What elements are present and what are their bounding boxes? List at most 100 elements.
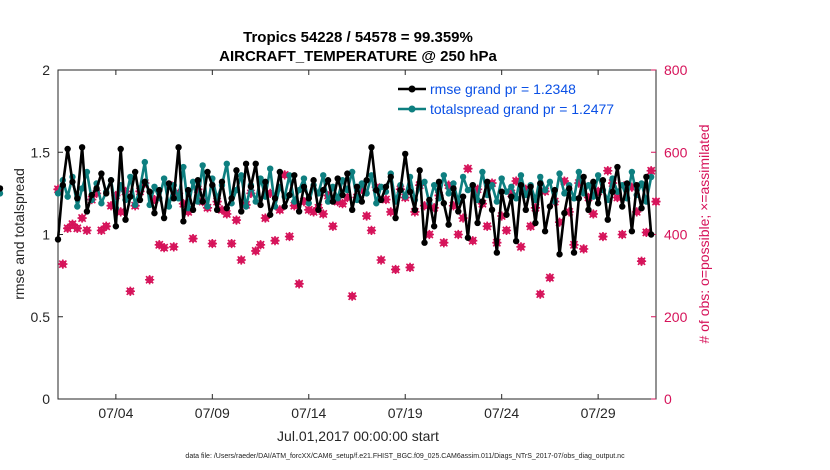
series-point-rmse (247, 183, 255, 190)
series-point-totalspread (561, 190, 568, 197)
obs-point (72, 223, 82, 233)
obs-assimilated-marker (328, 221, 338, 231)
obs-assimilated-marker (458, 213, 468, 223)
obs-point (328, 221, 338, 231)
obs-assimilated-marker (376, 255, 386, 265)
series-point-rmse (358, 198, 366, 205)
series-point-totalspread (64, 193, 71, 200)
series-point-rmse (189, 206, 197, 214)
series-point-totalspread (421, 178, 428, 186)
series-point-totalspread (339, 177, 346, 184)
series-point-rmse (445, 221, 452, 228)
series-point-rmse (580, 173, 587, 181)
obs-assimilated-marker (554, 217, 565, 227)
y-axis-right-label: # of obs: o=possible; ×=assimilated (696, 124, 712, 343)
series-point-totalspread (141, 158, 149, 166)
obs-assimilated-marker (304, 205, 314, 215)
footer-data-file: data file: /Users/raeder/DAI/ATM_forcXX/… (185, 453, 625, 460)
obs-point (318, 209, 328, 219)
series-point-totalspread (585, 181, 592, 189)
obs-point (67, 219, 78, 229)
series-point-totalspread (54, 190, 62, 197)
series-point-rmse (551, 186, 558, 194)
obs-assimilated-marker (603, 166, 613, 176)
series-point-rmse (406, 188, 414, 195)
series-point-totalspread (305, 200, 312, 207)
series-point-totalspread (508, 183, 515, 190)
series-point-rmse (411, 206, 419, 214)
series-point-rmse (320, 186, 327, 194)
series-point-rmse (74, 195, 81, 202)
series-point-rmse (0, 185, 4, 192)
obs-point (603, 166, 613, 176)
series-point-rmse (368, 144, 375, 151)
series-point-rmse (242, 160, 250, 167)
obs-assimilated-marker (530, 203, 541, 213)
obs-assimilated-marker (559, 176, 569, 186)
series-point-rmse (619, 203, 626, 210)
obs-assimilated-marker (366, 225, 377, 235)
obs-point (294, 279, 304, 289)
obs-point (63, 223, 73, 233)
series-point-rmse (228, 195, 235, 202)
series-point-rmse (112, 223, 120, 230)
series-point-rmse (450, 185, 457, 192)
series-point-totalspread (450, 180, 457, 187)
obs-assimilated-marker (405, 262, 415, 272)
obs-assimilated-marker (101, 221, 111, 231)
series-point-totalspread (165, 203, 173, 210)
y-right-tick-label: 400 (664, 227, 688, 243)
obs-assimilated-marker (612, 192, 623, 203)
series-point-totalspread (199, 162, 206, 169)
series-point-totalspread (373, 200, 380, 207)
series-point-totalspread (291, 198, 298, 205)
series-point-rmse (503, 211, 510, 218)
obs-assimilated-marker (169, 242, 179, 252)
series-point-totalspread (223, 160, 230, 167)
x-tick-label: 07/29 (581, 405, 616, 421)
series-point-rmse (537, 180, 544, 187)
obs-point (231, 215, 242, 225)
series-point-rmse (117, 145, 124, 153)
series-point-totalspread (464, 186, 472, 194)
series-point-rmse (103, 190, 110, 197)
legend-spread-label: totalspread grand pr = 1.2477 (430, 101, 614, 117)
series-point-rmse (373, 186, 380, 194)
series-point-totalspread (594, 172, 602, 179)
obs-point (617, 229, 627, 240)
chart-title-line1: Tropics 54228 / 54578 = 99.359% (243, 29, 473, 46)
x-tick-label: 07/09 (195, 405, 230, 421)
series-point-totalspread (252, 198, 259, 205)
obs-point (236, 255, 246, 265)
series-point-rmse (435, 178, 443, 186)
obs-assimilated-marker (53, 184, 63, 194)
series-point-rmse (498, 188, 505, 195)
series-point-rmse (479, 198, 486, 205)
y-axis-left-label: rmse and totalspread (11, 168, 27, 300)
series-point-rmse (387, 173, 394, 181)
series-point-rmse (527, 183, 534, 190)
obs-assimilated-marker (381, 194, 391, 205)
series-line-rmse (56, 146, 653, 256)
series-point-rmse (209, 181, 216, 189)
series-point-rmse (575, 195, 583, 202)
obs-assimilated-marker (419, 201, 430, 211)
obs-assimilated-marker (193, 184, 203, 194)
y-axis-left: 0 0.5 1 1.5 2 (31, 62, 63, 407)
series-point-rmse (160, 214, 168, 222)
series-point-rmse (628, 228, 636, 235)
series-point-totalspread (189, 178, 197, 186)
series-point-rmse (199, 198, 206, 205)
series-point-totalspread (402, 193, 409, 200)
series-point-totalspread (242, 203, 250, 210)
series-point-rmse (286, 191, 293, 199)
obs-point (96, 225, 107, 235)
series-point-rmse (233, 167, 240, 174)
series-point-totalspread (348, 168, 356, 176)
obs-assimilated-marker (627, 182, 637, 192)
obs-assimilated-marker (265, 188, 275, 198)
series-point-totalspread (204, 203, 211, 210)
series-point-rmse (252, 160, 259, 167)
series-point-rmse (599, 177, 607, 184)
